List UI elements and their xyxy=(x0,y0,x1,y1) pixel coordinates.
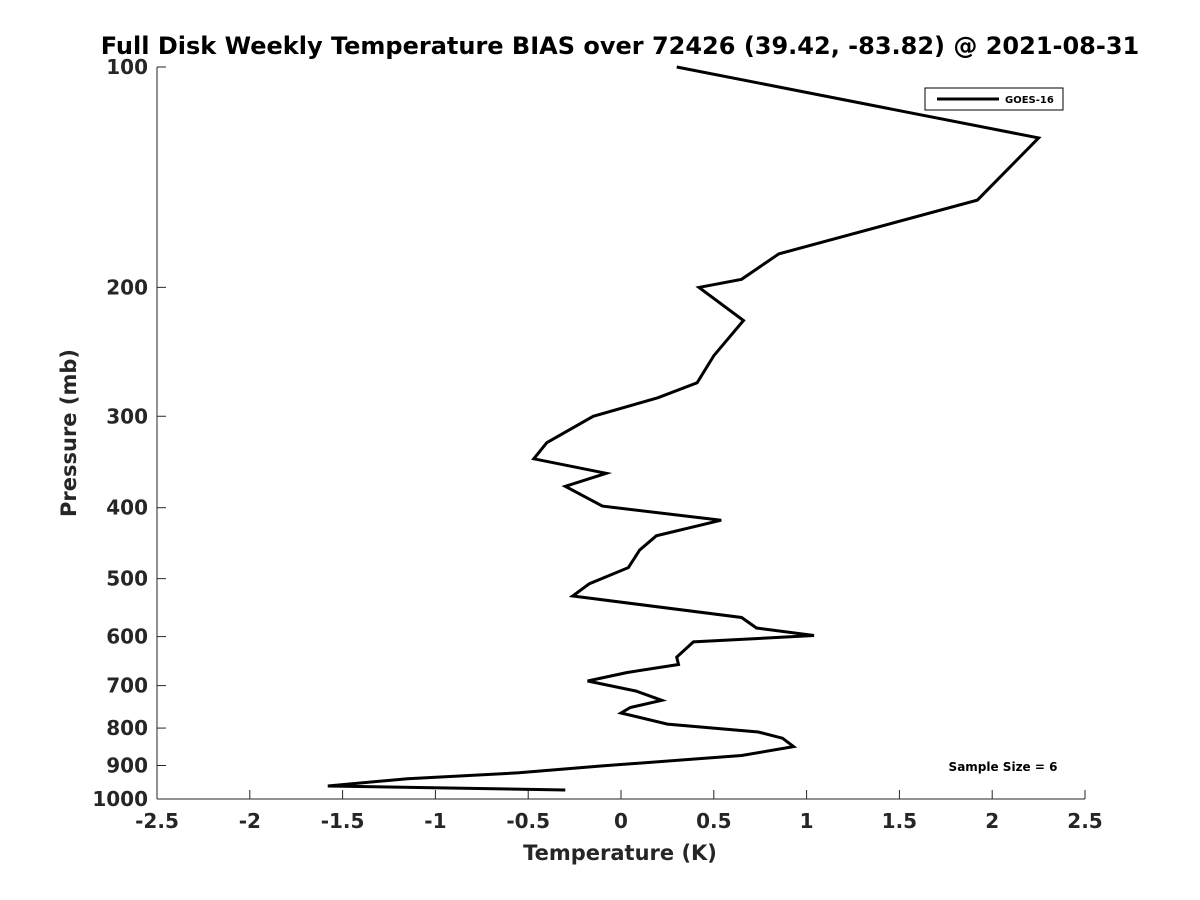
x-tick-label: -2 xyxy=(239,809,261,833)
y-tick-label: 100 xyxy=(106,55,148,79)
y-tick-label: 800 xyxy=(106,716,148,740)
x-tick-label: 1 xyxy=(800,809,814,833)
y-tick-label: 700 xyxy=(106,674,148,698)
y-tick-label: 600 xyxy=(106,625,148,649)
chart-title: Full Disk Weekly Temperature BIAS over 7… xyxy=(101,32,1140,60)
x-tick-label: -0.5 xyxy=(506,809,550,833)
x-tick-label: 0.5 xyxy=(696,809,731,833)
y-tick-label: 400 xyxy=(106,496,148,520)
x-tick-label: -1 xyxy=(424,809,446,833)
x-tick-label: 1.5 xyxy=(882,809,917,833)
x-axis-label: Temperature (K) xyxy=(523,841,717,865)
y-axis-label: Pressure (mb) xyxy=(57,349,81,517)
y-tick-label: 1000 xyxy=(92,787,148,811)
sample-size-annotation: Sample Size = 6 xyxy=(949,760,1058,774)
axes: -2.5 -2 -1.5 -1 -0.5 0 0.5 1 1.5 2 2.5 100 200 300 400… xyxy=(92,55,1102,833)
x-tick-label: 2.5 xyxy=(1067,809,1102,833)
x-tick-label: -1.5 xyxy=(321,809,365,833)
x-tick-label: 2 xyxy=(985,809,999,833)
x-tick-label: 0 xyxy=(614,809,628,833)
y-tick-label: 500 xyxy=(106,567,148,591)
y-tick-label: 200 xyxy=(106,275,148,299)
legend: GOES-16 xyxy=(924,87,1064,111)
legend-label-goes-16: GOES-16 xyxy=(1005,95,1054,106)
x-tick-label: -2.5 xyxy=(135,809,179,833)
y-tick-label: 300 xyxy=(106,404,148,428)
series-line-goes-16 xyxy=(327,65,1042,792)
y-tick-label: 900 xyxy=(106,754,148,778)
